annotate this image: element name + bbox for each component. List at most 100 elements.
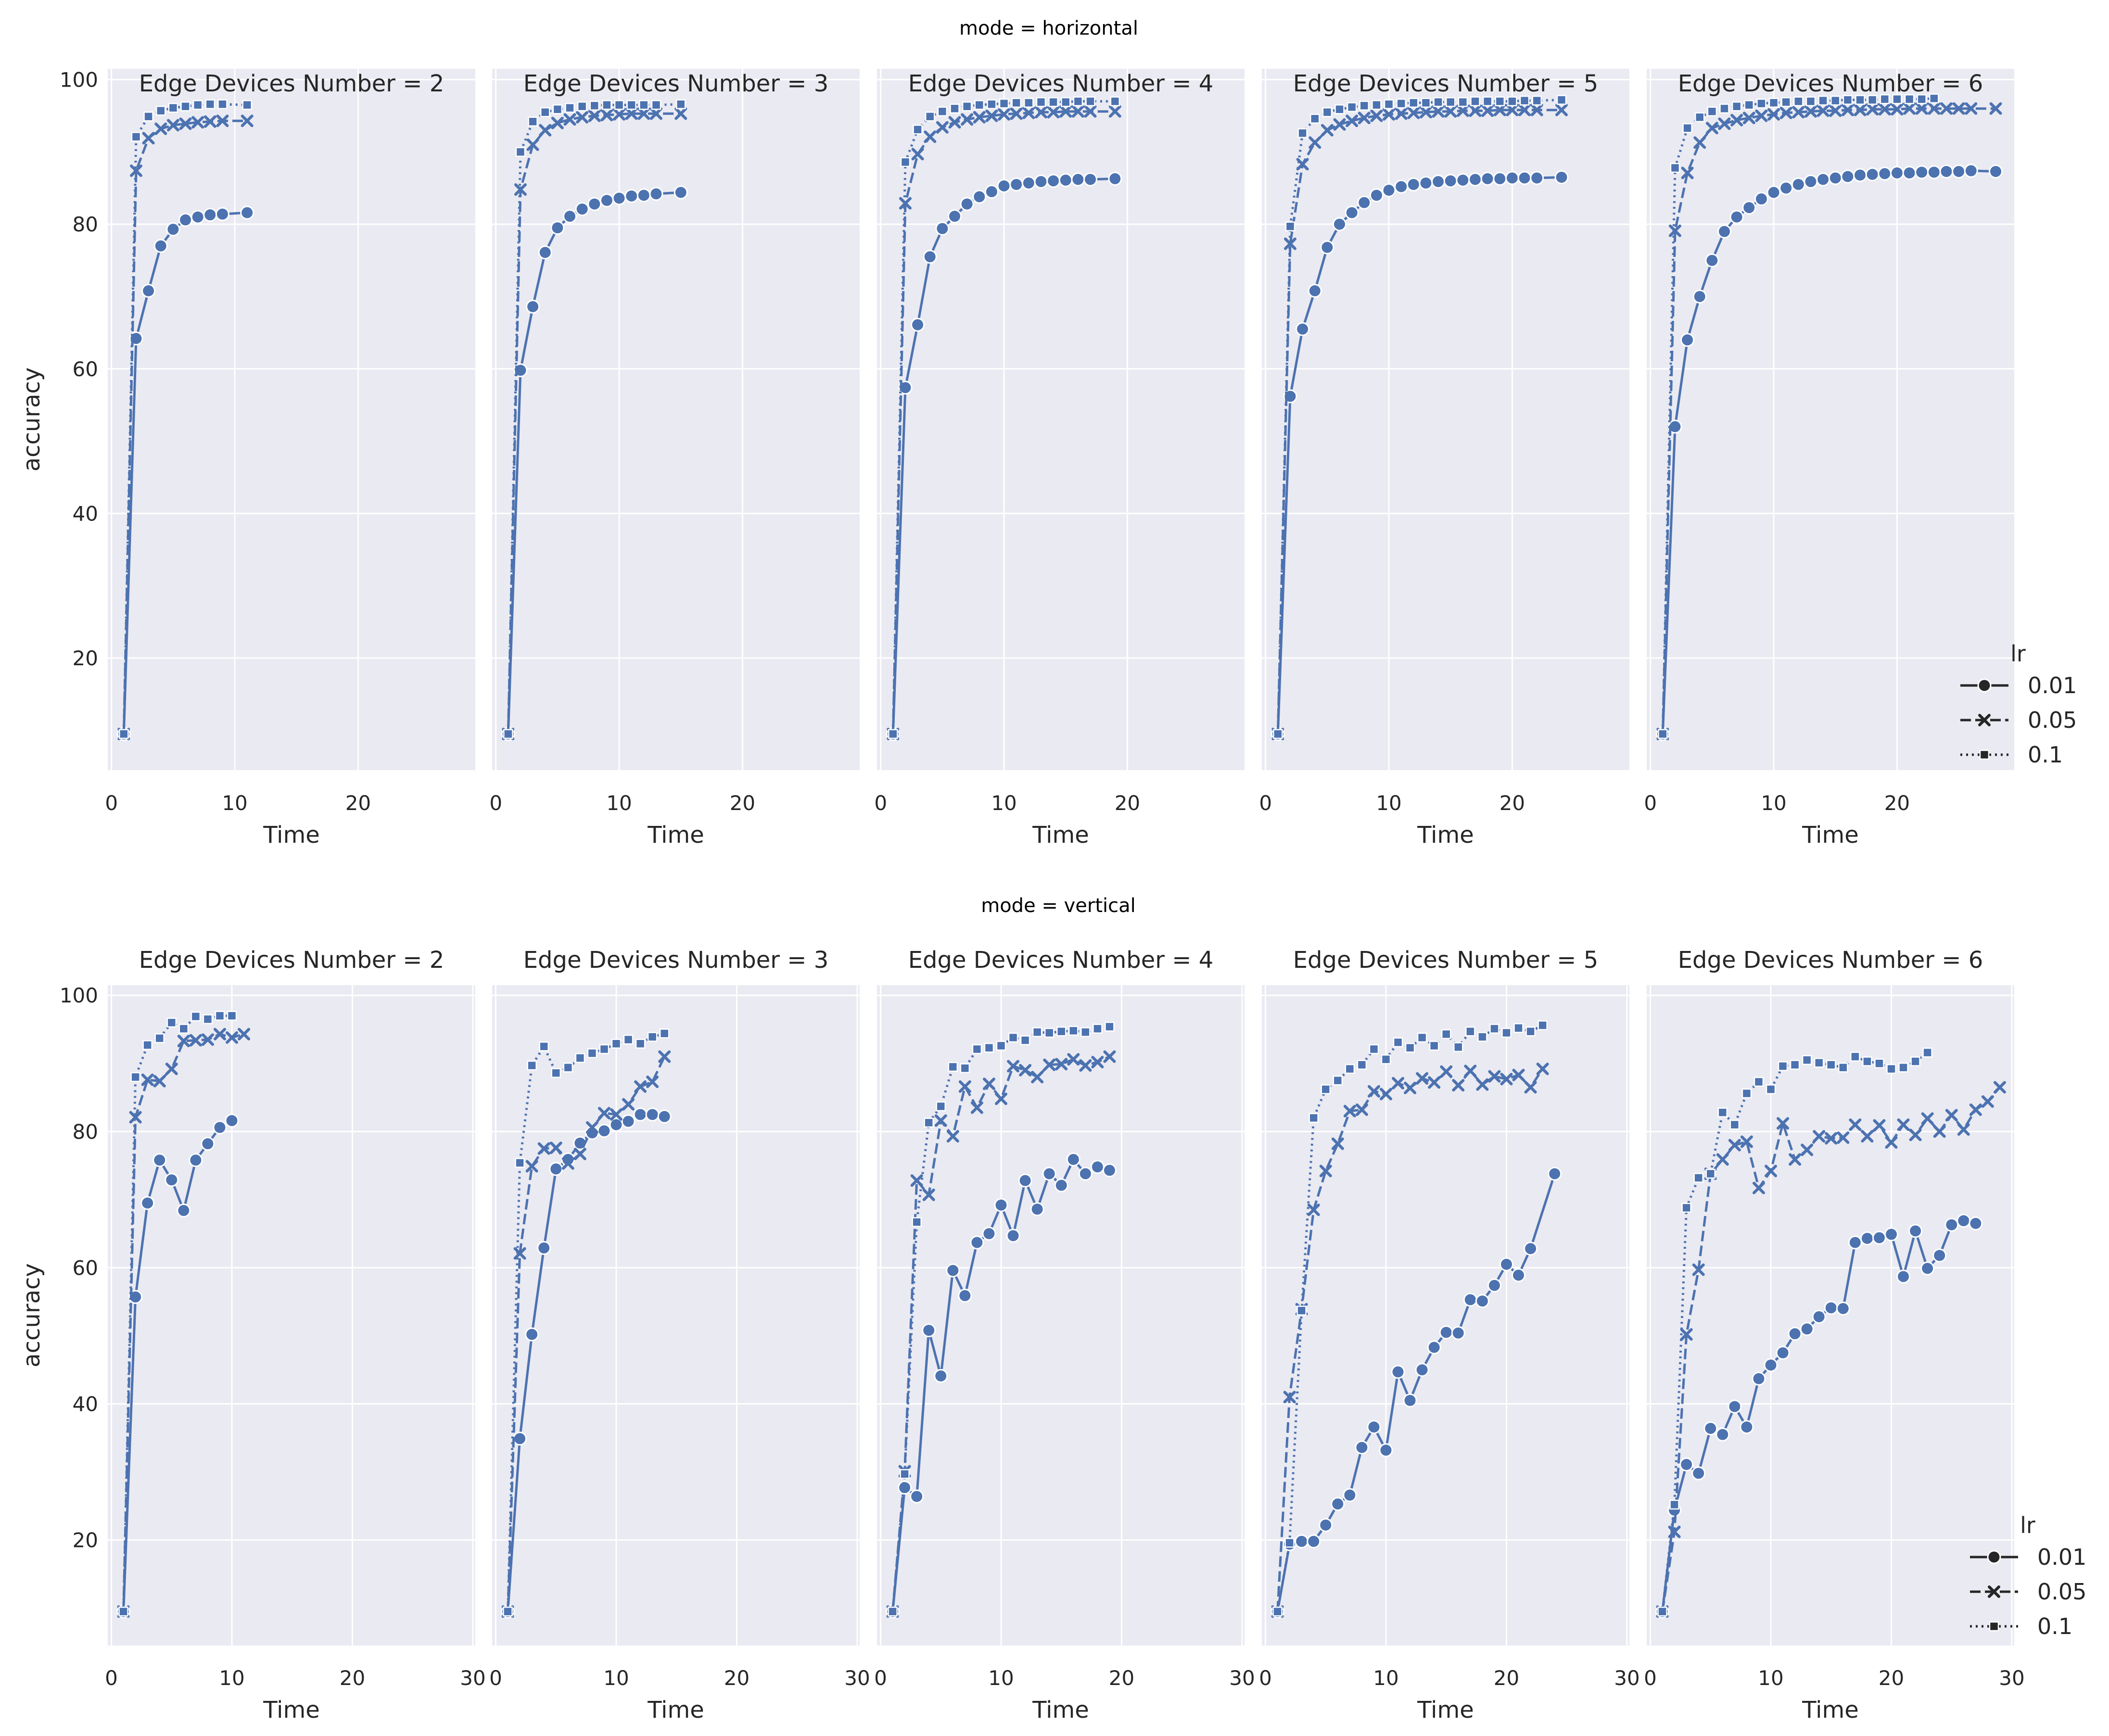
data-point-square xyxy=(1501,1027,1512,1038)
data-point-x xyxy=(1296,158,1309,171)
plot-area xyxy=(877,985,1245,1646)
x-tick-label: 30 xyxy=(460,1666,485,1690)
data-point-x xyxy=(998,108,1011,121)
data-point-circle xyxy=(1480,171,1495,186)
data-point-x xyxy=(561,1157,574,1170)
data-point-square xyxy=(1333,1075,1343,1086)
data-point-circle xyxy=(1499,1257,1513,1271)
data-point-square xyxy=(611,1039,622,1049)
data-point-square xyxy=(192,100,203,110)
data-point-square xyxy=(1781,97,1791,107)
data-point-circle xyxy=(1754,192,1768,206)
series-line xyxy=(507,112,681,734)
data-point-x xyxy=(1428,1076,1441,1089)
x-axis-label: Time xyxy=(1417,1697,1474,1723)
data-point-x xyxy=(1755,109,1768,122)
data-point-circle xyxy=(1764,1358,1778,1372)
data-point-x xyxy=(1668,224,1681,237)
data-point-square xyxy=(1867,95,1878,105)
data-point-square xyxy=(1322,107,1333,117)
data-point-circle xyxy=(1443,174,1458,188)
data-point-circle xyxy=(1078,1166,1093,1181)
data-point-circle xyxy=(1872,1230,1886,1245)
data-point-square xyxy=(1285,221,1296,231)
subplot-title: Edge Devices Number = 4 xyxy=(908,70,1214,97)
data-point-x xyxy=(1481,104,1494,117)
data-point-circle xyxy=(1357,195,1372,210)
data-point-square xyxy=(1904,94,1915,104)
data-point-circle xyxy=(1816,172,1830,187)
data-point-square xyxy=(599,1044,610,1054)
data-point-circle xyxy=(225,1114,239,1128)
data-point-x xyxy=(1957,1123,1970,1136)
data-point-circle xyxy=(1018,1173,1032,1188)
data-point-circle xyxy=(1058,173,1073,187)
data-point-circle xyxy=(1415,1363,1429,1377)
data-point-x xyxy=(1395,107,1408,120)
data-point-x xyxy=(1817,104,1829,117)
data-point-circle xyxy=(657,1109,672,1124)
data-point-x xyxy=(922,1188,935,1201)
data-point-x xyxy=(1837,1131,1850,1144)
data-point-square xyxy=(191,1011,201,1022)
series-lr-0.01 xyxy=(1270,1166,1562,1619)
data-point-square xyxy=(1495,96,1505,106)
series-lr-0.01 xyxy=(1270,170,1569,741)
data-point-square xyxy=(540,107,550,117)
series-lr-0.1 xyxy=(503,99,686,739)
data-point-circle xyxy=(213,1120,227,1135)
data-point-square xyxy=(1273,729,1283,739)
data-point-circle xyxy=(1295,1534,1309,1548)
data-point-x xyxy=(165,1063,178,1076)
data-point-x xyxy=(637,107,650,120)
legend-marker xyxy=(1989,1621,1999,1632)
data-point-square xyxy=(1917,94,1927,104)
data-point-square xyxy=(575,1053,585,1063)
y-tick-label: 40 xyxy=(73,1393,98,1416)
data-point-x xyxy=(1416,1072,1429,1085)
data-point-circle xyxy=(1679,1457,1694,1471)
data-point-circle xyxy=(633,1107,648,1122)
data-point-square xyxy=(647,1032,658,1042)
data-point-circle xyxy=(960,197,974,211)
subplot-panel: Edge Devices Number = 4 0 10 20 Time xyxy=(874,69,1245,849)
data-point-x xyxy=(1067,1053,1080,1066)
data-point-circle xyxy=(152,1153,167,1167)
series-line xyxy=(122,103,247,734)
data-point-circle xyxy=(1989,164,2003,178)
row-title-horizontal: mode = horizontal xyxy=(959,17,1138,39)
data-point-x xyxy=(613,108,626,121)
data-point-circle xyxy=(563,209,577,224)
data-point-circle xyxy=(587,197,602,211)
subplot-title: Edge Devices Number = 5 xyxy=(1293,70,1599,97)
data-point-x xyxy=(1878,103,1891,116)
data-point-circle xyxy=(1841,169,1855,184)
data-point-x xyxy=(129,1111,142,1124)
data-point-circle xyxy=(201,1137,215,1151)
data-point-circle xyxy=(1512,1268,1526,1282)
x-tick-label: 0 xyxy=(489,791,502,815)
subplot-title: Edge Devices Number = 6 xyxy=(1678,70,1983,97)
data-point-square xyxy=(1892,94,1902,104)
data-point-circle xyxy=(1009,177,1024,191)
data-point-square xyxy=(1525,1026,1536,1037)
data-point-square xyxy=(1441,1029,1451,1039)
data-point-square xyxy=(1793,96,1804,106)
data-point-square xyxy=(1073,96,1083,106)
data-point-square xyxy=(1778,1061,1788,1071)
data-point-square xyxy=(1008,1032,1018,1043)
x-tick-label: 0 xyxy=(1644,791,1657,815)
data-point-x xyxy=(1897,1118,1910,1131)
legend-marker xyxy=(1978,714,1991,726)
data-point-x xyxy=(1792,106,1805,119)
data-point-circle xyxy=(550,221,565,235)
data-point-x xyxy=(1866,103,1879,116)
data-point-x xyxy=(1019,1064,1032,1077)
data-point-square xyxy=(1110,96,1120,106)
data-point-x xyxy=(597,1107,610,1120)
data-point-square xyxy=(1396,98,1406,109)
legend-item: 0.01 xyxy=(1960,672,2077,698)
data-point-circle xyxy=(946,1263,960,1278)
data-point-x xyxy=(982,1077,995,1090)
data-point-square xyxy=(142,1040,152,1050)
